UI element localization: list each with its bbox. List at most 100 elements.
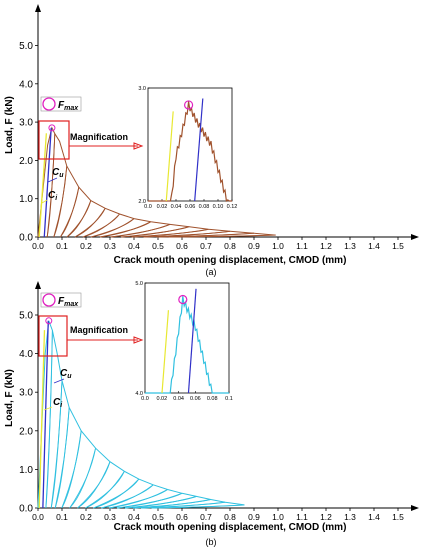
inset-y-tick-label: 2.0: [138, 199, 146, 205]
reload-branch: [90, 218, 135, 238]
panel-a-x-label: Crack mouth opening displacement, CMOD (…: [114, 255, 347, 266]
x-tick-label: 0.1: [56, 512, 68, 522]
panel-b-legend-label: Fmax: [58, 296, 79, 308]
y-tick-label: 1.0: [19, 465, 33, 476]
panel-b-ci-label: Ci: [53, 397, 63, 409]
panel-b-ci-letter: C: [53, 397, 61, 408]
y-tick-label: 3.0: [19, 388, 33, 399]
reload-branch: [143, 230, 231, 238]
x-tick-label: 0.3: [104, 241, 116, 251]
panel-b-magnification-box: [38, 315, 68, 357]
reload-branch: [69, 448, 97, 509]
panel-a-legend-f: F: [58, 100, 65, 111]
y-tick-label: 0.0: [19, 504, 33, 515]
inset-x-tick-label: 0.08: [207, 396, 218, 402]
panel-a-cu-letter: C: [52, 167, 60, 178]
inset-initial-line: [161, 310, 170, 394]
reload-branch: [74, 208, 106, 238]
x-tick-label: 0.2: [80, 241, 92, 251]
x-tick-label: 1.3: [344, 512, 356, 522]
panel-a-x-arrow: [411, 234, 419, 240]
inset-x-tick-label: 0.0: [144, 204, 152, 210]
panel-a-inset-frame: [147, 87, 233, 202]
panel-a-inset: 0.0 0.02 0.04 0.06 0.08 0.10 0.12 2.0 3.0: [138, 86, 237, 210]
x-tick-label: 0.9: [248, 512, 260, 522]
x-tick-label: 0.5: [152, 512, 164, 522]
unload-branch: [77, 461, 111, 509]
panel-a-legend-label: Fmax: [58, 100, 79, 112]
inset-x-tick-label: 0.02: [156, 396, 167, 402]
y-tick-label: 2.0: [19, 156, 33, 167]
y-tick-label: 4.0: [19, 349, 33, 360]
reload-branch: [110, 223, 171, 238]
x-tick-label: 0.0: [32, 512, 44, 522]
x-tick-label: 0.6: [176, 241, 188, 251]
panel-a-ci-pointer: [41, 199, 48, 204]
panel-a: 0.0 1.0 2.0 3.0 4.0 5.0 0.0 0.1 0.2 0.3 0.4 0.5 0.6…: [4, 4, 419, 277]
x-tick-label: 0.6: [176, 512, 188, 522]
x-tick-label: 1.5: [392, 241, 404, 251]
inset-fmax-marker: [178, 294, 188, 305]
x-tick-label: 1.2: [320, 241, 332, 251]
y-tick-label: 4.0: [19, 79, 33, 90]
panel-a-legend-fmax-marker: [42, 97, 56, 111]
initial-compliance-line: [38, 133, 48, 238]
reload-branch: [54, 407, 70, 509]
inset-fmax-marker: [184, 100, 194, 110]
y-tick-label: 5.0: [19, 311, 33, 322]
inset-x-tick-label: 0.06: [190, 396, 201, 402]
reload-branch: [61, 430, 82, 509]
panel-b-inset: 0.0 0.02 0.04 0.06 0.08 0.1 4.0 5.0: [135, 281, 232, 402]
panel-b-y-arrow: [35, 281, 41, 289]
x-tick-label: 1.0: [272, 512, 284, 522]
panel-a-cu-pointer: [47, 177, 58, 183]
reload-branch: [60, 187, 80, 238]
y-tick-label: 1.0: [19, 194, 33, 205]
unload-branch: [66, 200, 92, 238]
panel-b-elastic-lines: [38, 317, 53, 509]
reload-branch: [66, 200, 92, 238]
inset-envelope: [145, 296, 229, 394]
panel-b-magnification-label: Magnification: [70, 325, 128, 335]
panel-b-ci-pointer: [43, 406, 53, 411]
panel-b: 0.0 1.0 2.0 3.0 4.0 5.0 0.0 0.1 0.2 0.3 0.4 0.5 0.6…: [4, 281, 419, 547]
unloading-compliance-line: [43, 127, 52, 238]
x-tick-label: 0.4: [128, 241, 140, 251]
panel-b-caption: (b): [206, 537, 217, 547]
y-tick-label: 0.0: [19, 233, 33, 244]
inset-x-tick-label: 0.04: [173, 396, 184, 402]
panel-a-cu-sub: u: [59, 172, 64, 179]
x-tick-label: 1.5: [392, 512, 404, 522]
reload-branch: [117, 492, 183, 509]
panel-b-cu-letter: C: [60, 368, 68, 379]
x-tick-label: 0.0: [32, 241, 44, 251]
x-tick-label: 1.1: [296, 512, 308, 522]
x-tick-label: 0.1: [56, 241, 68, 251]
panel-a-caption: (a): [206, 267, 217, 277]
panel-b-legend-sub: max: [64, 301, 79, 308]
inset-initial-line: [165, 111, 174, 202]
panel-b-y-ticks: 0.0 1.0 2.0 3.0 4.0 5.0: [19, 311, 38, 515]
panel-b-legend-box: [40, 292, 82, 308]
x-tick-label: 0.4: [128, 512, 140, 522]
panel-a-cycles: [37, 126, 276, 238]
panel-b-cu-pointer: [53, 378, 65, 384]
reload-branch: [82, 213, 120, 238]
reload-branch: [109, 489, 168, 509]
inset-x-tick-label: 0.02: [157, 204, 168, 210]
reload-branch: [99, 221, 152, 238]
panel-a-elastic-lines: [38, 124, 56, 238]
unload-branch: [46, 133, 56, 238]
inset-x-tick-label: 0.1: [225, 396, 233, 402]
panel-a-legend-sub: max: [64, 105, 79, 112]
reload-branch: [85, 471, 125, 509]
reload-branch: [93, 478, 140, 509]
inset-y-tick-label: 4.0: [135, 391, 143, 397]
inset-x-tick-label: 0.04: [171, 204, 182, 210]
panel-a-y-label: Load, F (kN): [4, 96, 15, 154]
inset-y-tick-label: 5.0: [135, 281, 143, 287]
inset-unloading-line: [187, 288, 197, 394]
inset-x-tick-label: 0.0: [141, 396, 149, 402]
panel-b-x-arrow: [411, 505, 419, 511]
